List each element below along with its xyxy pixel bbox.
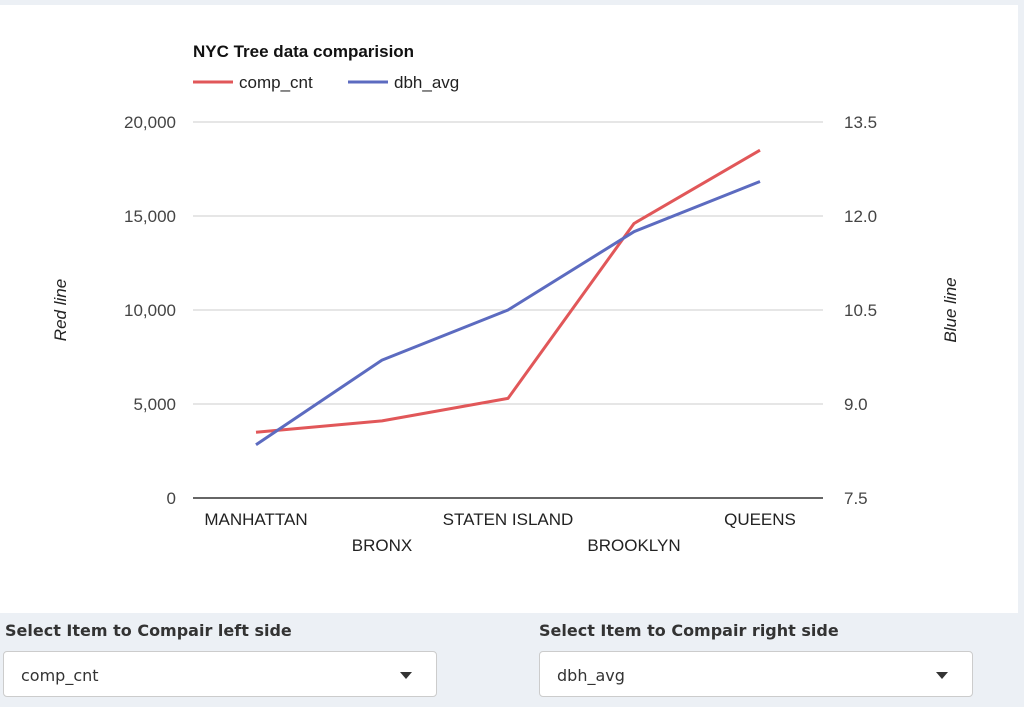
y2-tick-label: 10.5: [844, 301, 877, 320]
x-tick-label: MANHATTAN: [204, 510, 307, 529]
y-tick-label: 20,000: [124, 113, 176, 132]
x-tick-label: QUEENS: [724, 510, 796, 529]
series-line-dbh_avg: [255, 180, 761, 446]
chevron-down-icon: [936, 672, 948, 679]
chevron-down-icon: [400, 672, 412, 679]
chart-panel: 0 5,000 10,000 15,000 20,000 7.5 9.0 10.5 12.0 13…: [0, 5, 1018, 613]
left-select-label: Select Item to Compair left side: [5, 621, 292, 640]
y2-tick-label: 12.0: [844, 207, 877, 226]
y-tick-label: 15,000: [124, 207, 176, 226]
line-chart: 0 5,000 10,000 15,000 20,000 7.5 9.0 10.5 12.0 13…: [51, 42, 960, 555]
y-tick-label: 10,000: [124, 301, 176, 320]
series-line-comp_cnt: [255, 148, 761, 434]
y-axis-title: Red line: [51, 279, 70, 341]
y-tick-label: 5,000: [133, 395, 176, 414]
x-tick-label: BROOKLYN: [587, 536, 680, 555]
right-select-value: dbh_avg: [557, 666, 625, 685]
left-item-select[interactable]: comp_cnt: [3, 651, 437, 697]
legend-item-label: dbh_avg: [394, 73, 459, 92]
x-tick-label: BRONX: [352, 536, 412, 555]
right-select-label: Select Item to Compair right side: [539, 621, 839, 640]
y2-tick-label: 9.0: [844, 395, 868, 414]
y2-tick-label: 13.5: [844, 113, 877, 132]
y2-axis-title: Blue line: [941, 277, 960, 342]
y-tick-label: 0: [167, 489, 176, 508]
legend-item-label: comp_cnt: [239, 73, 313, 92]
left-select-value: comp_cnt: [21, 666, 99, 685]
x-tick-label: STATEN ISLAND: [443, 510, 574, 529]
right-item-select[interactable]: dbh_avg: [539, 651, 973, 697]
y2-tick-label: 7.5: [844, 489, 868, 508]
chart-title: NYC Tree data comparision: [193, 42, 414, 61]
